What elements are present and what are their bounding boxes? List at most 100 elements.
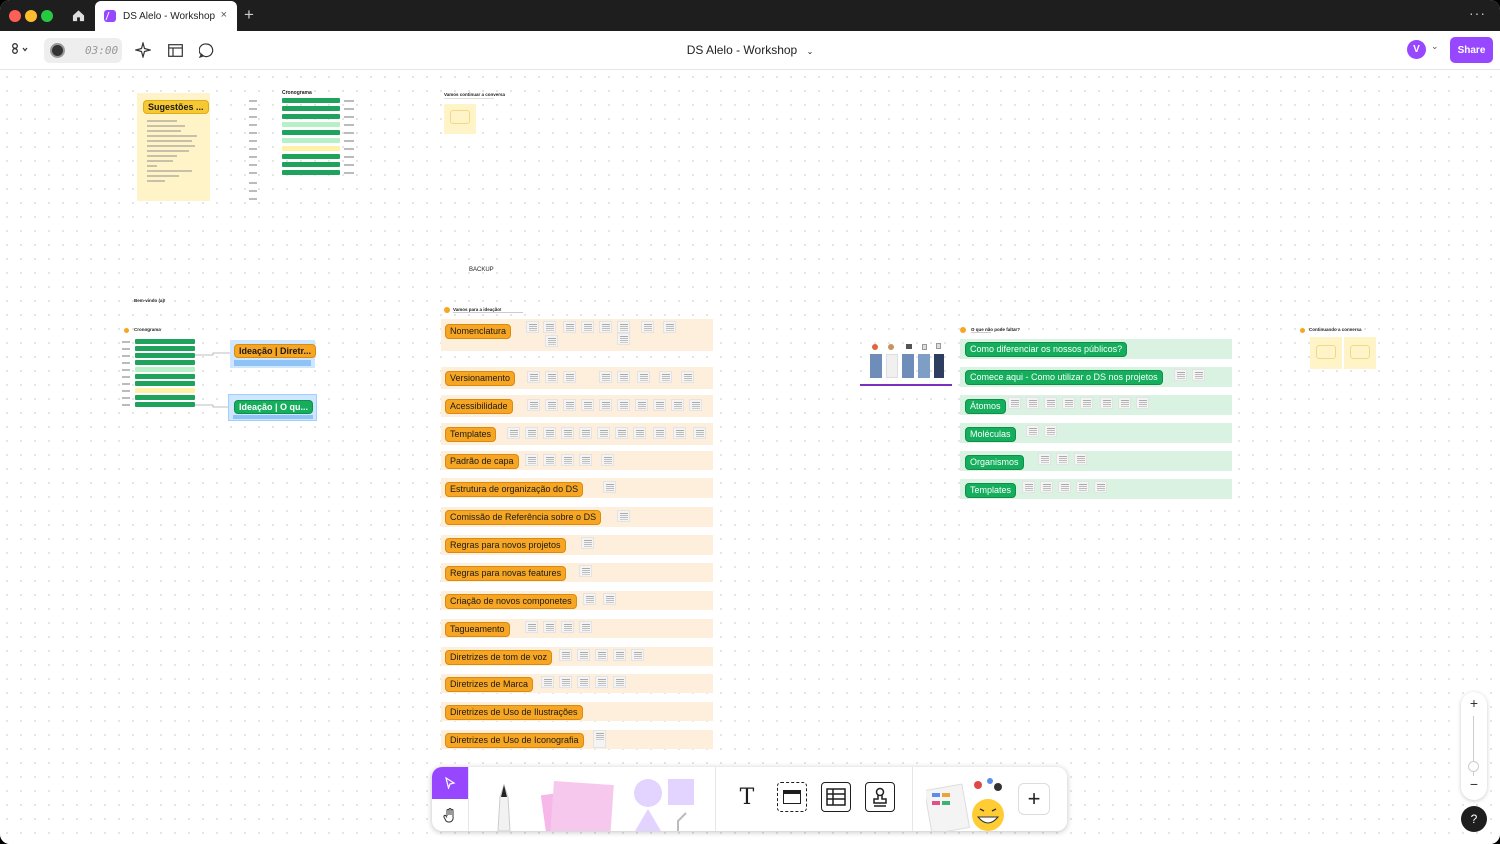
timer-widget[interactable]: 03:00 [44, 38, 122, 63]
title-bar: DS Alelo - Workshop × + ··· [0, 0, 1500, 31]
figjam-file-icon [104, 10, 116, 22]
row-versionamento[interactable]: Versionamento [441, 367, 713, 389]
main-menu-icon[interactable] [9, 39, 31, 61]
comment-icon[interactable] [196, 39, 216, 61]
row-tag: Organismos [965, 455, 1024, 470]
ideation-frame-2[interactable]: Ideação | O qu... [228, 394, 317, 421]
row-tag: Comissão de Referência sobre o DS [445, 510, 602, 525]
row-tag: Diretrizes de Uso de Ilustrações [445, 705, 583, 720]
marker-tool-icon[interactable] [484, 777, 524, 831]
schedule-left[interactable]: Cronograma [122, 327, 217, 412]
row-iconografia[interactable]: Diretrizes de Uso de Iconografia [441, 730, 713, 749]
row-tag: Acessibilidade [445, 399, 513, 414]
row-tag: Diretrizes de Marca [445, 677, 534, 692]
continue-conversation-section[interactable]: Vamos continuar a conversa [444, 92, 506, 137]
row-tag: Moléculas [965, 427, 1016, 442]
row-templates-green[interactable]: Templates [960, 479, 1232, 499]
stamp-tool-icon[interactable] [865, 782, 895, 812]
row-tag: Templates [965, 483, 1017, 498]
reference-images-group[interactable] [860, 338, 952, 386]
suggestions-sticky[interactable]: Sugestões ... [137, 93, 210, 201]
zoom-slider-handle[interactable] [1468, 761, 1479, 772]
row-comece-aqui[interactable]: Comece aqui - Como utilizar o DS nos pro… [960, 367, 1232, 387]
table-tool-icon[interactable] [821, 782, 851, 812]
row-criacao-componentes[interactable]: Criação de novos componetes [441, 591, 713, 610]
row-templates[interactable]: Templates [441, 423, 713, 445]
ideation-tag-2: Ideação | O qu... [234, 400, 314, 414]
welcome-title: Bem-vindo (a)! [134, 298, 166, 303]
backup-label: BACKUP [469, 267, 494, 273]
row-tagueamento[interactable]: Tagueamento [441, 619, 713, 638]
zoom-out-button[interactable]: − [1469, 776, 1479, 792]
row-marca[interactable]: Diretrizes de Marca [441, 674, 713, 693]
tab-file[interactable]: DS Alelo - Workshop × [95, 1, 237, 31]
connector-lines [195, 352, 233, 408]
avatar-chevron-icon[interactable]: ⌄ [1431, 41, 1439, 51]
board-canvas[interactable]: Sugestões ... Cronograma [0, 70, 1500, 844]
minimize-window-button[interactable] [25, 10, 37, 22]
add-more-button[interactable]: + [1018, 783, 1050, 815]
row-organismos[interactable]: Organismos [960, 451, 1232, 471]
ai-sparkle-icon[interactable] [133, 39, 153, 61]
continuing-conversation-title: Continuando a conversa [1309, 327, 1362, 332]
schedule-top-title: Cronograma [282, 90, 312, 96]
maximize-window-button[interactable] [41, 10, 53, 22]
select-tool-icon[interactable] [432, 767, 468, 799]
row-tag: Regras para novas features [445, 566, 567, 581]
row-tag: Comece aqui - Como utilizar o DS nos pro… [965, 370, 1163, 385]
row-tom-de-voz[interactable]: Diretrizes de tom de voz [441, 647, 713, 666]
avatar[interactable]: V [1407, 40, 1426, 59]
row-publicos[interactable]: Como diferenciar os nossos públicos? [960, 339, 1232, 359]
timer-time: 03:00 [85, 44, 119, 57]
row-tag: Estrutura de organização do DS [445, 482, 584, 497]
row-tag: Como diferenciar os nossos públicos? [965, 342, 1128, 357]
row-ilustracoes[interactable]: Diretrizes de Uso de Ilustrações [441, 702, 713, 721]
row-tag: Templates [445, 427, 497, 442]
shape-tool-icon[interactable] [630, 777, 700, 831]
sticky-note-tool-icon[interactable] [536, 777, 626, 831]
row-nomenclatura[interactable]: Nomenclatura [441, 319, 713, 351]
row-estrutura[interactable]: Estrutura de organização do DS [441, 478, 713, 498]
suggestions-tag: Sugestões ... [143, 100, 209, 114]
row-atomos[interactable]: Átomos [960, 395, 1232, 415]
zoom-control: + − [1461, 692, 1487, 800]
new-tab-button[interactable]: + [244, 5, 254, 24]
row-tag: Átomos [965, 399, 1006, 414]
row-comissao[interactable]: Comissão de Referência sobre o DS [441, 507, 713, 527]
row-tag: Tagueamento [445, 622, 510, 637]
green-section-title: O que não pode faltar? [971, 327, 1021, 332]
continue-conversation-title: Vamos continuar a conversa [444, 92, 506, 97]
row-tag: Diretrizes de tom de voz [445, 650, 553, 665]
tab-close-icon[interactable]: × [220, 9, 227, 21]
share-button[interactable]: Share [1450, 37, 1493, 63]
row-regras-projetos[interactable]: Regras para novos projetos [441, 535, 713, 555]
row-acessibilidade[interactable]: Acessibilidade [441, 395, 713, 417]
schedule-left-title: Cronograma [134, 327, 161, 332]
layout-panel-icon[interactable] [165, 39, 185, 61]
schedule-top[interactable]: Cronograma [247, 90, 357, 210]
row-padrao-de-capa[interactable]: Padrão de capa [441, 451, 713, 470]
zoom-slider-track[interactable] [1473, 716, 1474, 776]
more-options-icon[interactable]: ··· [1469, 5, 1486, 21]
ideation-frame-1[interactable]: Ideação | Diretr... [230, 340, 317, 368]
ideation-section-title: Vamos para a ideação! [453, 307, 502, 312]
row-tag: Regras para novos projetos [445, 538, 566, 553]
row-tag: Diretrizes de Uso de Iconografia [445, 733, 584, 748]
row-moleculas[interactable]: Moléculas [960, 423, 1232, 443]
help-button[interactable]: ? [1461, 806, 1487, 832]
home-icon[interactable] [62, 0, 94, 31]
continuing-sticky-1[interactable] [1310, 337, 1342, 369]
section-tool-icon[interactable] [777, 782, 807, 812]
chevron-down-icon: ⌄ [806, 47, 814, 56]
hand-tool-icon[interactable] [432, 800, 468, 831]
row-tag: Padrão de capa [445, 454, 519, 469]
close-window-button[interactable] [9, 10, 21, 22]
zoom-in-button[interactable]: + [1469, 695, 1479, 711]
conversation-sticky[interactable] [444, 104, 476, 134]
row-regras-features[interactable]: Regras para novas features [441, 563, 713, 582]
text-tool-icon[interactable]: T [732, 782, 762, 812]
widgets-stickers-icon[interactable] [926, 775, 1012, 831]
file-title-text: DS Alelo - Workshop [686, 43, 798, 57]
file-title[interactable]: DS Alelo - Workshop ⌄ [0, 43, 1500, 57]
continuing-sticky-2[interactable] [1344, 337, 1376, 369]
